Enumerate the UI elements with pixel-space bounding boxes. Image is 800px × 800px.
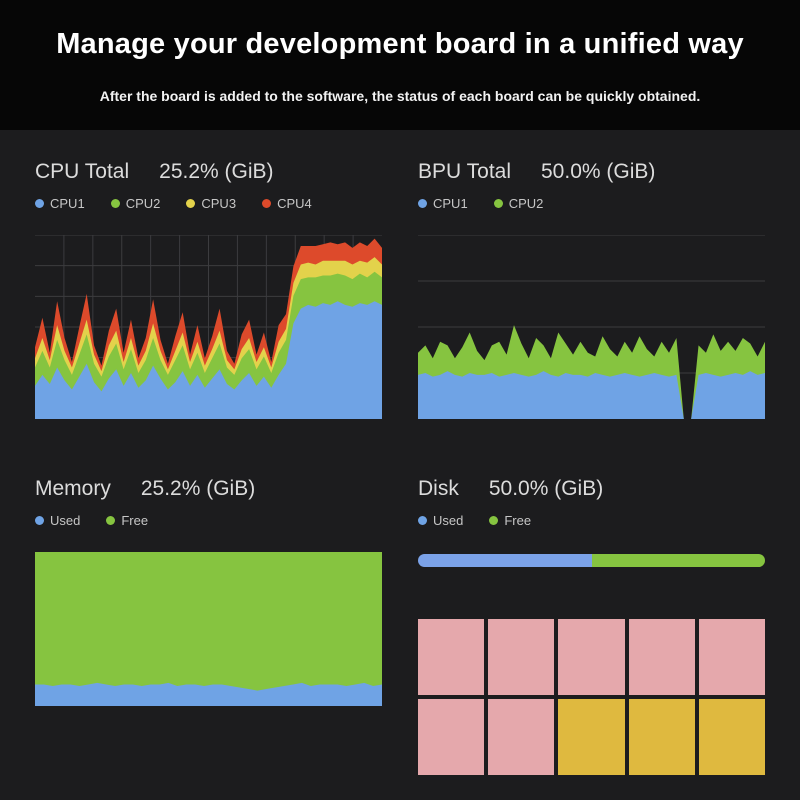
memory-panel-value: 25.2% (GiB): [140, 477, 256, 500]
disk-bar-segment-free: [591, 554, 765, 567]
area-free: [35, 552, 382, 706]
disk-legend: Used Free: [418, 513, 765, 528]
memory-legend: Used Free: [35, 513, 382, 528]
legend-label: Free: [504, 513, 532, 528]
area-cpu1: [418, 371, 765, 419]
disk-cell-3[interactable]: [628, 619, 695, 695]
bpu-panel-value: 50.0% (GiB): [541, 160, 656, 183]
chart-svg: [35, 235, 382, 419]
legend-dot-icon: [186, 199, 196, 208]
legend-dot-icon: [262, 199, 272, 208]
disk-panel-title: Disk: [418, 477, 459, 500]
panel-memory: Memory 25.2% (GiB) Used Free: [35, 477, 382, 775]
disk-cell-0[interactable]: [418, 619, 485, 695]
area-cpu1: [35, 301, 382, 419]
legend-dot-icon: [110, 199, 120, 208]
disk-bar-segment-used: [418, 554, 592, 567]
legend-item-free[interactable]: Free: [106, 513, 148, 528]
legend-dot-icon: [106, 516, 116, 525]
bpu-panel-title: BPU Total: [418, 160, 511, 183]
legend-label: Used: [50, 513, 81, 528]
page-title: Manage your development board in a unifi…: [56, 28, 744, 60]
panel-cpu-total: CPU Total 25.2% (GiB) CPU1 CPU2 CPU3 CPU4: [35, 160, 382, 419]
disk-cell-1[interactable]: [488, 619, 555, 695]
legend-item-cpu3[interactable]: CPU3: [186, 196, 236, 211]
disk-usage-bar[interactable]: [418, 554, 765, 567]
area-used: [35, 682, 382, 706]
legend-dot-icon: [418, 516, 427, 525]
legend-label: Used: [433, 513, 464, 528]
bpu-legend: CPU1 CPU2: [418, 196, 765, 211]
legend-label: CPU2: [508, 196, 544, 211]
legend-label: CPU2: [125, 196, 161, 211]
disk-cell-2[interactable]: [558, 619, 625, 695]
legend-item-cpu1[interactable]: CPU1: [418, 196, 468, 211]
legend-label: CPU1: [50, 196, 85, 211]
cpu-panel-title: CPU Total: [35, 160, 130, 183]
disk-cell-8[interactable]: [628, 699, 695, 775]
panel-disk: Disk 50.0% (GiB) Used Free: [418, 477, 765, 775]
bpu-panel-header: BPU Total 50.0% (GiB): [418, 160, 765, 184]
bpu-total-chart[interactable]: [418, 235, 765, 419]
legend-dot-icon: [35, 516, 44, 525]
page-header: Manage your development board in a unifi…: [0, 0, 800, 130]
cpu-panel-value: 25.2% (GiB): [159, 160, 274, 183]
legend-dot-icon: [493, 199, 503, 208]
cpu-legend: CPU1 CPU2 CPU3 CPU4: [35, 196, 382, 211]
legend-item-cpu2[interactable]: CPU2: [110, 196, 161, 211]
page-subtitle: After the board is added to the software…: [99, 88, 701, 104]
cpu-panel-header: CPU Total 25.2% (GiB): [35, 160, 382, 184]
legend-item-cpu1[interactable]: CPU1: [35, 196, 85, 211]
disk-cell-6[interactable]: [488, 699, 555, 775]
legend-item-used[interactable]: Used: [418, 513, 463, 528]
disk-cell-4[interactable]: [698, 619, 765, 695]
disk-panel-header: Disk 50.0% (GiB): [418, 477, 765, 501]
memory-panel-title: Memory: [35, 477, 111, 500]
cpu-total-chart[interactable]: [35, 235, 382, 419]
disk-cell-9[interactable]: [698, 699, 765, 775]
legend-label: CPU3: [201, 196, 237, 211]
disk-cell-5[interactable]: [418, 699, 485, 775]
legend-label: CPU1: [433, 196, 468, 211]
chart-svg: [35, 552, 382, 706]
chart-svg: [418, 235, 765, 419]
legend-item-used[interactable]: Used: [35, 513, 80, 528]
legend-item-cpu2[interactable]: CPU2: [493, 196, 544, 211]
legend-item-free[interactable]: Free: [489, 513, 531, 528]
panel-bpu-total: BPU Total 50.0% (GiB) CPU1 CPU2: [418, 160, 765, 419]
legend-dot-icon: [35, 199, 44, 208]
legend-item-cpu4[interactable]: CPU4: [262, 196, 312, 211]
legend-dot-icon: [489, 516, 499, 525]
legend-dot-icon: [418, 199, 427, 208]
legend-label: Free: [121, 513, 149, 528]
memory-chart[interactable]: [35, 552, 382, 706]
disk-cell-7[interactable]: [558, 699, 625, 775]
legend-label: CPU4: [277, 196, 312, 211]
dashboard: CPU Total 25.2% (GiB) CPU1 CPU2 CPU3 CPU4 B…: [0, 130, 800, 775]
disk-cells-grid: [418, 619, 765, 775]
disk-panel-value: 50.0% (GiB): [488, 477, 604, 500]
memory-panel-header: Memory 25.2% (GiB): [35, 477, 382, 501]
